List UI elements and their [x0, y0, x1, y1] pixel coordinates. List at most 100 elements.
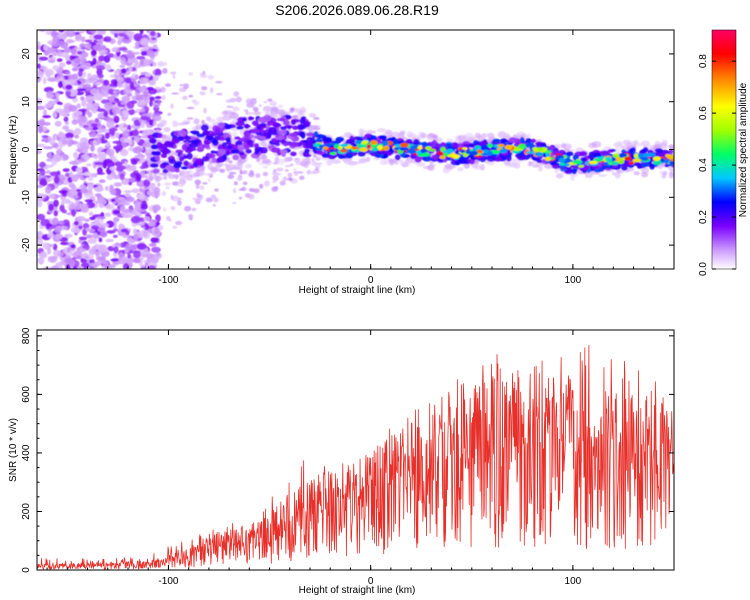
- spectrogram-cell: [64, 233, 73, 238]
- spectrogram-cell: [194, 179, 201, 185]
- spectrogram-cell: [536, 159, 543, 164]
- spectrogram-cell: [587, 154, 595, 159]
- spectrogram-cell: [398, 159, 404, 163]
- spectrogram-cell: [90, 49, 97, 57]
- spectrogram-cell: [77, 173, 84, 179]
- spectrogram-cell: [199, 72, 204, 77]
- spectrogram-cell: [119, 64, 126, 68]
- spectrogram-cell: [162, 68, 168, 74]
- spectrogram-cell: [54, 97, 60, 103]
- spectrogram-cell: [621, 165, 628, 171]
- spectrogram-cell: [668, 172, 674, 179]
- spectrogram-cell: [188, 72, 193, 76]
- spectrogram-y-ticks: -20 -10 0 10 20: [21, 29, 674, 270]
- colorbar-label: Normalized spectral amplitude: [738, 82, 749, 217]
- spectrogram-cell: [253, 188, 260, 194]
- spectrogram-cell: [140, 170, 146, 176]
- y-tick-label: 200: [21, 503, 32, 520]
- spectrogram-cell: [70, 244, 76, 249]
- spectrogram-cell: [462, 152, 469, 158]
- spectrogram-cell: [245, 163, 252, 169]
- spectrogram-cell: [103, 36, 112, 43]
- spectrogram-cell: [183, 155, 188, 159]
- spectrogram-cell: [80, 142, 90, 149]
- spectrogram-cell: [131, 217, 140, 224]
- spectrogram-cell: [652, 156, 661, 161]
- spectrogram-cell: [76, 88, 87, 92]
- spectrogram-cell: [473, 164, 481, 170]
- spectrogram-cell: [125, 230, 130, 236]
- spectrogram-cell: [593, 168, 602, 173]
- spectrogram-cell: [94, 193, 102, 198]
- spectrogram-cell: [153, 226, 160, 235]
- spectrogram-cell: [68, 182, 75, 188]
- spectrogram-cell: [284, 164, 291, 168]
- spectrogram-cell: [98, 237, 103, 243]
- spectrogram-cell: [52, 32, 60, 36]
- spectrogram-cell: [175, 220, 183, 226]
- spectrogram-cell: [458, 159, 468, 164]
- spectrogram-cell: [51, 159, 57, 166]
- spectrogram-cell: [62, 168, 70, 173]
- spectrogram-cell: [247, 116, 253, 121]
- spectrogram-cell: [45, 158, 54, 162]
- spectrogram-cell: [180, 166, 189, 170]
- spectrogram-cell: [564, 169, 574, 175]
- spectrogram-cell: [492, 150, 501, 154]
- spectrogram-cell: [157, 61, 165, 67]
- spectrogram-cell: [367, 129, 373, 133]
- spectrogram-cell: [107, 53, 114, 58]
- spectrogram-cell: [152, 168, 160, 174]
- spectrogram-cell: [58, 30, 65, 33]
- spectrogram-cell: [146, 30, 151, 33]
- spectrogram-cell: [112, 106, 120, 115]
- spectrogram-cell: [236, 126, 244, 130]
- spectrogram-cell: [416, 150, 422, 156]
- spectrogram-cell: [80, 154, 90, 160]
- spectrogram-cell: [654, 148, 664, 154]
- spectrogram-cell: [118, 252, 124, 259]
- spectrogram-cell: [122, 130, 130, 139]
- colorbar-gradient: [711, 29, 737, 270]
- spectrogram-cell: [107, 88, 115, 95]
- spectrogram-cell: [98, 204, 105, 208]
- snr-y-ticks: 0 200 400 600 800: [21, 327, 674, 573]
- spectrogram-cell: [140, 108, 146, 112]
- spectrogram-x-axis-label: Height of straight line (km): [299, 285, 416, 296]
- spectrogram-cell: [188, 94, 194, 98]
- spectrogram-cell: [78, 248, 87, 253]
- spectrogram-cell: [267, 126, 277, 134]
- spectrogram-cell: [70, 203, 75, 210]
- spectrogram-cell: [143, 179, 151, 187]
- spectrogram-cell: [148, 138, 157, 144]
- spectrogram-cell: [306, 169, 312, 175]
- spectrogram-cell: [93, 93, 104, 101]
- spectrogram-cell: [501, 131, 507, 137]
- spectrogram-cell: [76, 216, 86, 222]
- spectrogram-cell: [157, 132, 163, 139]
- spectrogram-cell: [74, 127, 82, 135]
- spectrogram-cell: [128, 65, 133, 73]
- spectrogram-cell: [92, 57, 97, 65]
- spectrogram-cell: [37, 41, 41, 47]
- spectrogram-cell: [642, 153, 650, 158]
- spectrogram-cell: [91, 173, 98, 178]
- snr-x-ticks: -100 0 100: [46, 330, 675, 587]
- spectrogram-cell: [234, 136, 241, 140]
- spectrogram-cell: [158, 225, 164, 231]
- spectrogram-cell: [186, 152, 193, 160]
- x-tick-label: 100: [565, 275, 582, 286]
- spectrogram-cell: [41, 135, 49, 139]
- spectrogram-cell: [91, 245, 97, 252]
- spectrogram-cell: [249, 170, 254, 175]
- spectrogram-cell: [42, 77, 47, 85]
- spectrogram-cell: [104, 212, 111, 217]
- spectrogram-cell: [68, 105, 78, 112]
- spectrogram-cell: [107, 264, 116, 269]
- spectrogram-cell: [45, 170, 52, 174]
- spectrogram-cell: [138, 187, 144, 192]
- spectrogram-cell: [300, 116, 307, 120]
- spectrogram-cell: [394, 154, 401, 161]
- spectrogram-cell: [661, 139, 668, 146]
- spectrogram-cell: [492, 138, 501, 143]
